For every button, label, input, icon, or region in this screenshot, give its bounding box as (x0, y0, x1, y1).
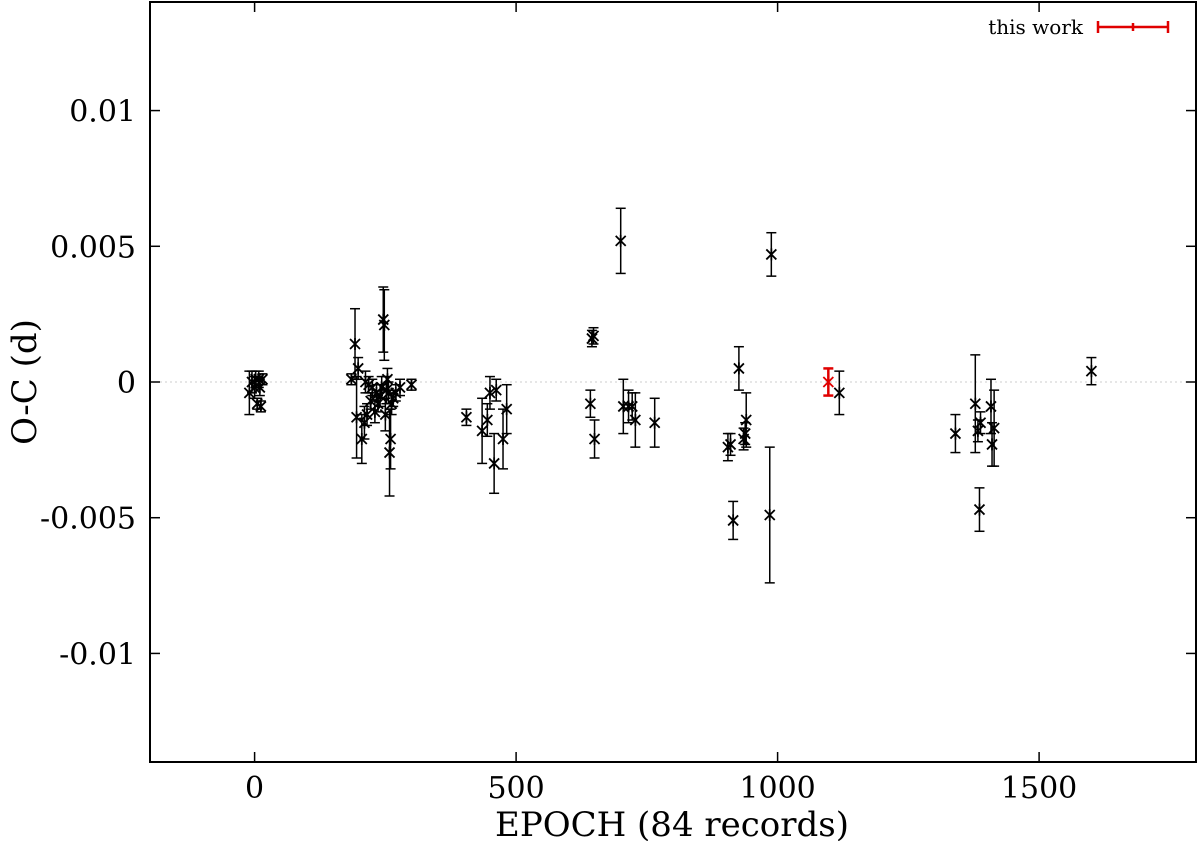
asterisk-marker (405, 378, 418, 391)
data-point (501, 383, 513, 435)
asterisk-marker (740, 414, 752, 426)
asterisk-marker (588, 433, 601, 445)
asterisk-marker (584, 397, 597, 410)
data-point (733, 345, 745, 391)
x-tick-label: 500 (487, 771, 544, 806)
data-point (384, 408, 397, 470)
asterisk-marker (733, 362, 745, 375)
asterisk-marker (988, 422, 1000, 435)
asterisk-marker (974, 416, 987, 429)
data-point (460, 408, 473, 427)
asterisk-marker (949, 427, 962, 440)
legend-label-this-work: this work (988, 15, 1084, 39)
y-tick-label: -0.01 (59, 637, 136, 672)
asterisk-marker (394, 381, 406, 394)
asterisk-marker (973, 503, 986, 516)
data-point (988, 389, 1000, 467)
asterisk-marker (255, 400, 267, 413)
data-point (727, 500, 739, 541)
asterisk-marker (460, 411, 473, 424)
asterisk-marker (587, 329, 600, 342)
y-tick-label: -0.005 (40, 502, 136, 537)
asterisk-marker (724, 438, 737, 451)
asterisk-marker (484, 386, 496, 399)
data-point (724, 432, 737, 457)
data-point (649, 397, 661, 448)
x-tick-label: 1000 (739, 771, 815, 806)
asterisk-marker (986, 438, 998, 451)
data-point (765, 231, 777, 277)
data-point (969, 354, 981, 454)
asterisk-marker (739, 427, 751, 440)
asterisk-marker (490, 384, 502, 397)
y-tick-label: 0 (117, 366, 136, 401)
data-point (490, 378, 502, 402)
data-point (764, 446, 776, 584)
y-axis-title: O-C (d) (5, 319, 45, 445)
asterisk-marker (481, 414, 493, 426)
data-point (256, 373, 269, 386)
y-axis-ticks: -0.01 -0.005 0 0.005 0.01 (40, 95, 1196, 672)
x-axis-title: EPOCH (84 records) (495, 805, 849, 841)
asterisk-marker (381, 373, 394, 386)
asterisk-marker (349, 338, 361, 350)
asterisk-marker (383, 446, 396, 459)
asterisk-marker (488, 457, 500, 470)
asterisk-marker (765, 248, 777, 261)
asterisk-marker (649, 416, 661, 429)
x-axis-ticks: 0 500 1000 1500 (245, 2, 1077, 806)
data-point (350, 375, 363, 459)
asterisk-marker (629, 414, 641, 426)
data-point (488, 432, 500, 495)
data-point (476, 397, 488, 465)
data-point (484, 375, 496, 410)
asterisk-marker (497, 433, 509, 445)
data-point (740, 392, 752, 448)
data-point (973, 487, 986, 533)
data-point (405, 378, 418, 391)
y-tick-label: 0.005 (50, 230, 136, 265)
asterisk-marker (378, 319, 390, 331)
data-point (378, 288, 390, 362)
this-work-data-point (822, 367, 834, 397)
data-point (584, 389, 597, 419)
data-point (394, 378, 406, 397)
data-point (833, 370, 845, 416)
asterisk-marker (501, 403, 513, 416)
data-point (629, 392, 641, 448)
data-points (243, 207, 1098, 584)
x-tick-label: 1500 (1001, 771, 1077, 806)
asterisk-marker (615, 234, 627, 247)
data-point (587, 326, 600, 345)
data-point (497, 408, 509, 470)
asterisk-marker (1085, 365, 1098, 378)
data-point (974, 411, 987, 435)
asterisk-marker (256, 373, 269, 386)
asterisk-marker (476, 424, 488, 437)
data-point (349, 307, 361, 381)
data-point (617, 378, 629, 435)
data-point (615, 207, 627, 275)
asterisk-marker (384, 433, 397, 445)
asterisk-marker (969, 397, 981, 410)
asterisk-marker (822, 376, 834, 388)
x-tick-label: 0 (245, 771, 264, 806)
data-point (588, 419, 601, 459)
legend: this work (988, 15, 1170, 39)
asterisk-marker (379, 408, 391, 421)
data-point (949, 413, 962, 454)
asterisk-marker (361, 408, 373, 421)
asterisk-marker (764, 509, 776, 521)
asterisk-marker (727, 514, 739, 527)
y-tick-label: 0.01 (69, 95, 136, 130)
asterisk-marker (833, 386, 845, 399)
data-point (1085, 356, 1098, 386)
data-point (255, 400, 267, 413)
